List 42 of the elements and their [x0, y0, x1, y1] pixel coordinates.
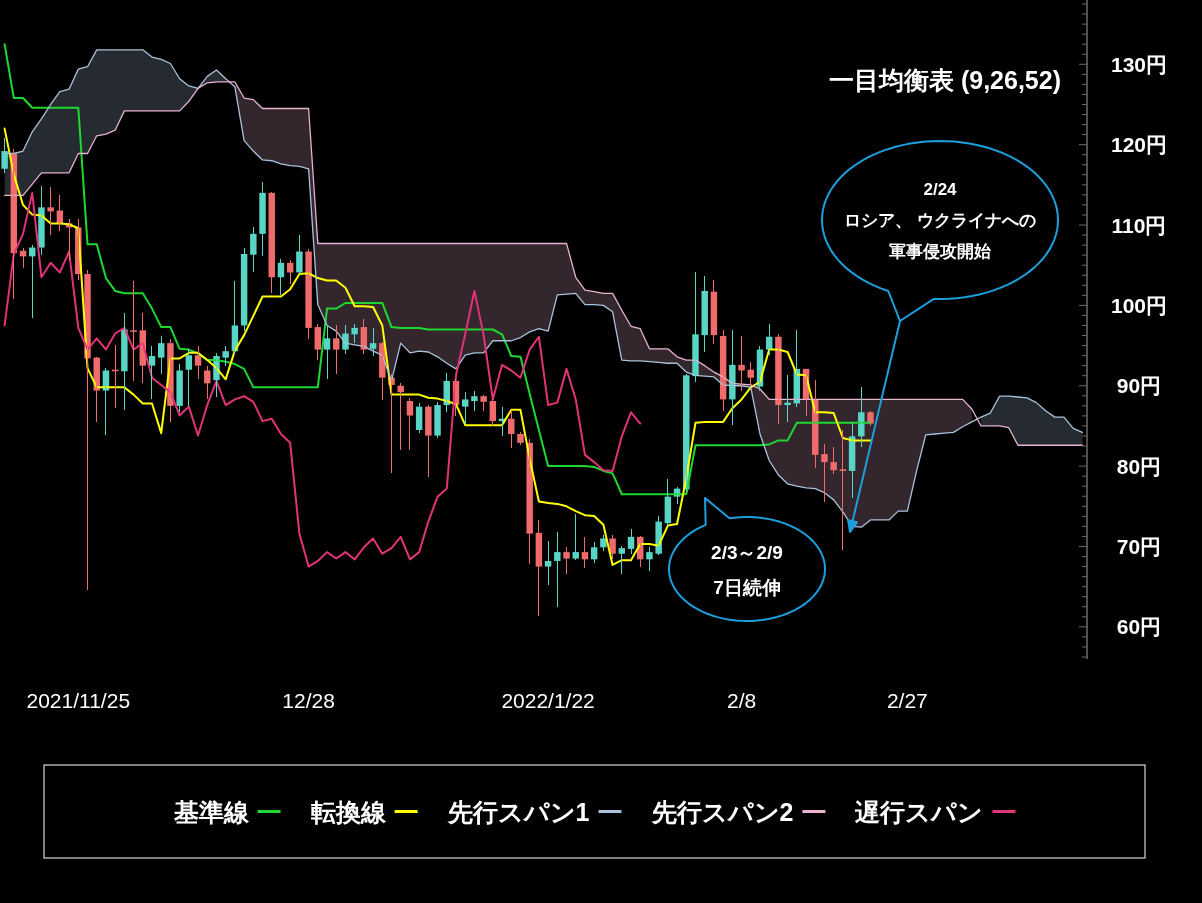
legend-label: 転換線	[310, 797, 387, 826]
candlestick	[471, 390, 478, 412]
legend-label: 先行スパン2	[650, 797, 794, 826]
candlestick	[701, 275, 708, 353]
x-tick-label: 2/8	[726, 688, 757, 712]
candlestick	[1, 137, 8, 174]
candlestick	[517, 431, 524, 446]
candlestick	[259, 181, 266, 257]
candlestick	[222, 345, 229, 367]
x-tick-label: 12/28	[282, 688, 335, 712]
y-tick-label: 120円	[1110, 133, 1168, 157]
y-tick-label: 100円	[1110, 293, 1168, 317]
annotation: 2/24 ロシア、 ウクライナへの軍事侵攻開始	[844, 179, 1036, 261]
legend-label: 先行スパン1	[446, 797, 590, 826]
candlestick	[434, 401, 441, 439]
y-tick-label: 110円	[1111, 213, 1167, 237]
candlestick	[305, 248, 312, 340]
candlestick	[250, 226, 257, 273]
line-series	[3, 191, 642, 568]
legend-label: 遅行スパン	[854, 797, 984, 826]
candlestick	[425, 404, 432, 478]
candlestick	[821, 443, 828, 503]
candlestick	[839, 429, 847, 551]
candlestick	[867, 410, 874, 427]
y-tick-label: 90円	[1116, 374, 1162, 398]
x-tick-label: 2/27	[886, 688, 928, 712]
x-tick-label: 2021/11/25	[26, 688, 131, 712]
y-tick-label: 130円	[1110, 52, 1168, 76]
candlestick	[563, 546, 570, 575]
legend-label: 基準線	[172, 797, 250, 826]
y-tick-label: 60円	[1116, 615, 1162, 639]
candlestick	[47, 186, 54, 236]
candlestick	[830, 446, 837, 475]
candlestick	[554, 531, 561, 608]
candlestick	[480, 394, 487, 412]
candlestick	[130, 280, 137, 382]
x-tick-label: 2022/1/22	[501, 688, 595, 712]
candlestick	[176, 363, 183, 413]
y-tick-label: 70円	[1116, 534, 1162, 558]
y-tick-label: 80円	[1116, 454, 1162, 478]
annotation: 2/3～2/9 7日続伸	[711, 541, 783, 597]
text: 一目均衡表 (9,26,52)	[828, 66, 1062, 94]
